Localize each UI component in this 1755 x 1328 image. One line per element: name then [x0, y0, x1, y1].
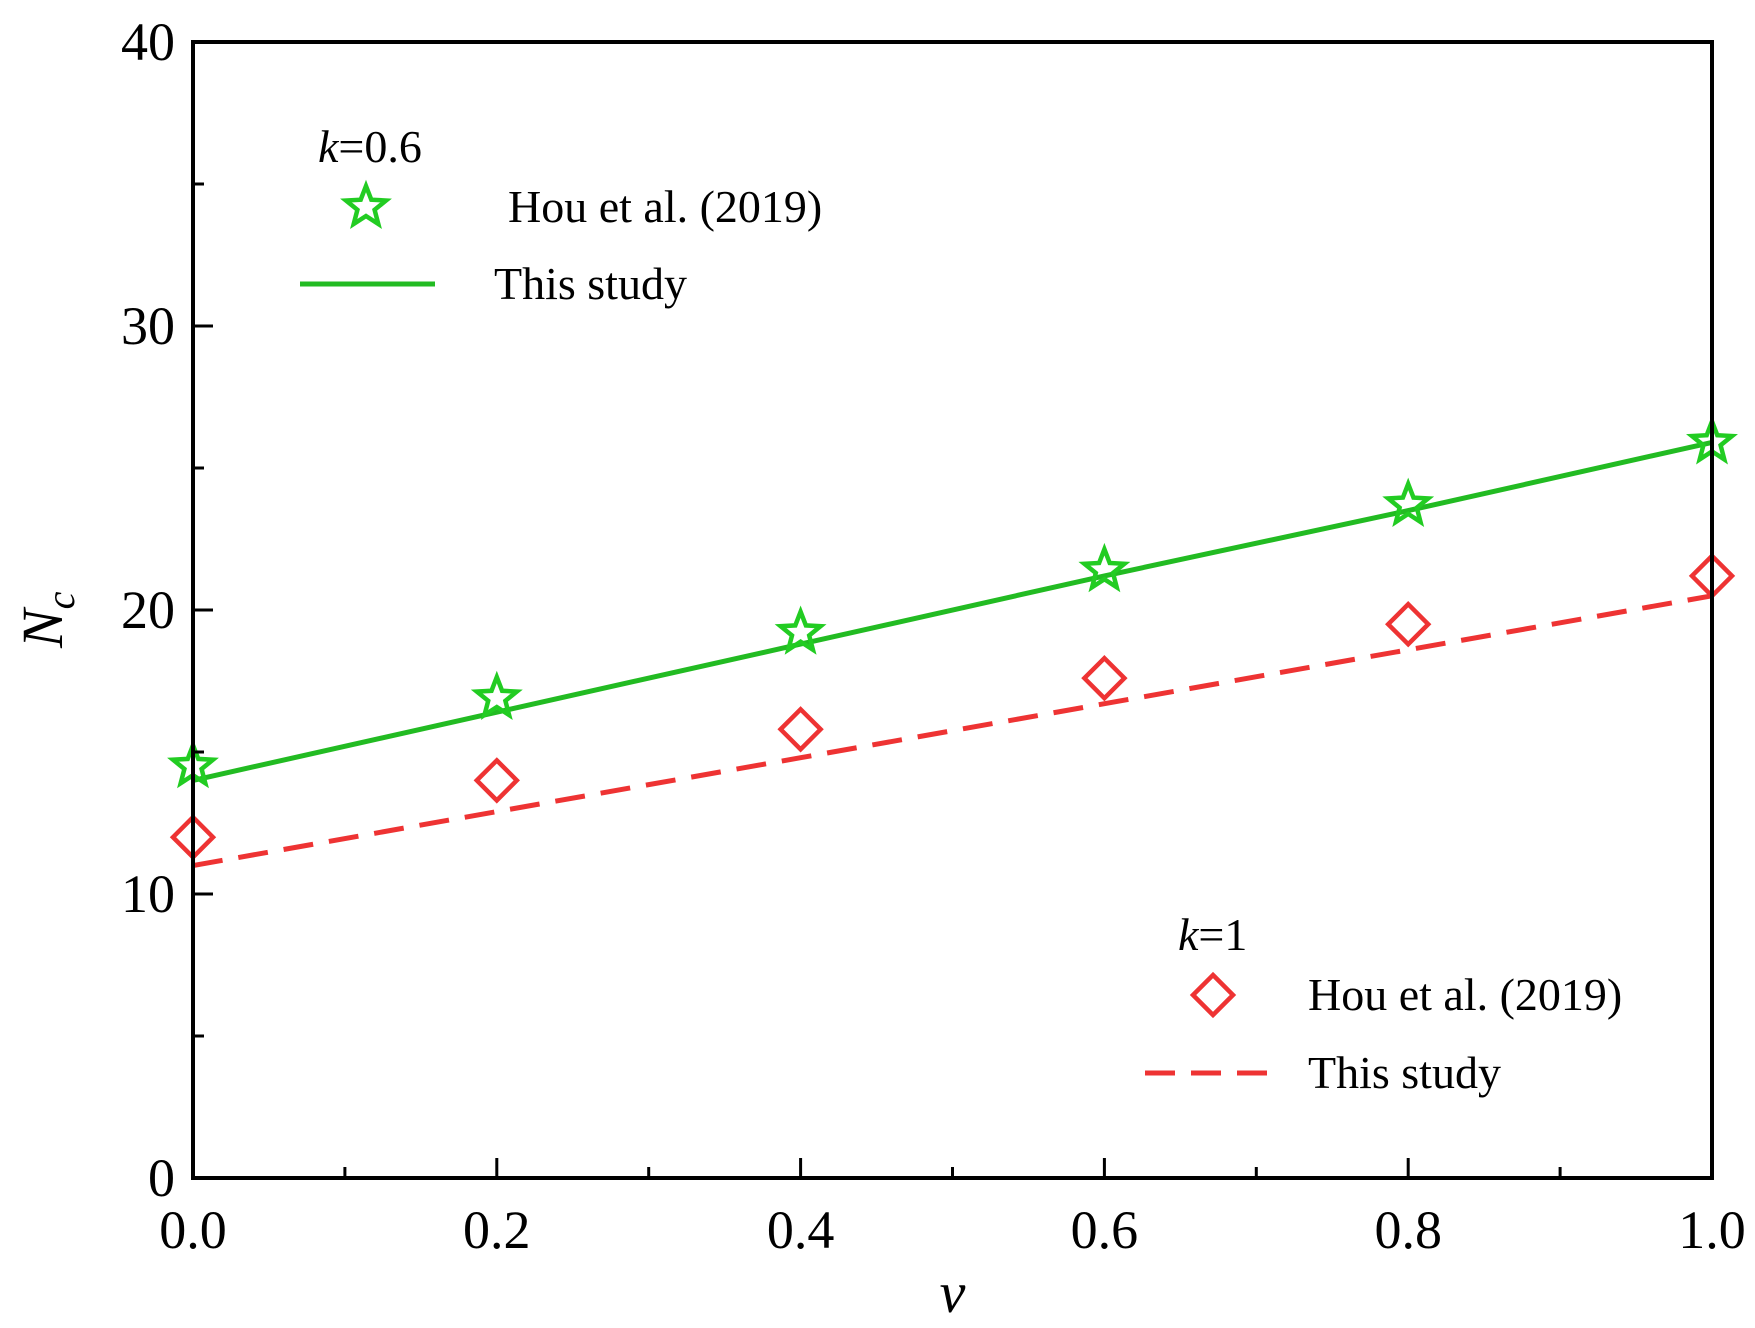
axis-ticks: 0.0 0.2 0.4 0.6 0.8 1.0 0 10 20 30 40	[121, 12, 1746, 1260]
y-tick-label: 20	[121, 580, 175, 640]
diamond-marker	[1385, 601, 1432, 648]
legend-title: k=1	[1178, 909, 1247, 960]
legend-label: This study	[1308, 1047, 1501, 1098]
x-tick-label: 0.6	[1071, 1200, 1139, 1260]
x-tick-label: 1.0	[1678, 1200, 1746, 1260]
x-tick-label: 0.0	[159, 1200, 227, 1260]
x-axis-title: v	[940, 1260, 966, 1325]
series-line	[192, 439, 1713, 783]
legend-group: k=1 Hou et al. (2019) This study	[1145, 909, 1622, 1098]
y-tick-label: 10	[121, 864, 175, 924]
legends: k=0.6 Hou et al. (2019) This study k=1 Hou e…	[300, 121, 1622, 1098]
y-tick-label: 30	[121, 296, 175, 356]
legend-label: This study	[494, 258, 687, 309]
legend-label: Hou et al. (2019)	[508, 181, 822, 232]
diamond-marker	[1081, 654, 1128, 702]
x-tick-label: 0.4	[767, 1200, 835, 1260]
y-tick-label: 40	[121, 12, 175, 72]
legend-group: k=0.6 Hou et al. (2019) This study	[300, 121, 822, 309]
diamond-marker	[473, 757, 520, 804]
legend-diamond-icon	[1189, 971, 1237, 1019]
series-line	[192, 593, 1713, 869]
star-marker	[1382, 477, 1435, 527]
legend-title: k=0.6	[318, 121, 422, 172]
star-marker	[1078, 542, 1131, 593]
x-tick-label: 0.8	[1374, 1200, 1442, 1260]
plot-marks	[167, 415, 1738, 869]
legend-label: Hou et al. (2019)	[1308, 969, 1622, 1020]
star-marker	[774, 605, 827, 655]
x-tick-label: 0.2	[463, 1200, 531, 1260]
diamond-marker	[777, 706, 824, 753]
y-tick-label: 0	[148, 1148, 175, 1208]
star-marker	[470, 670, 523, 721]
legend-star-icon	[340, 179, 392, 230]
y-axis-title: Nc	[10, 591, 83, 649]
